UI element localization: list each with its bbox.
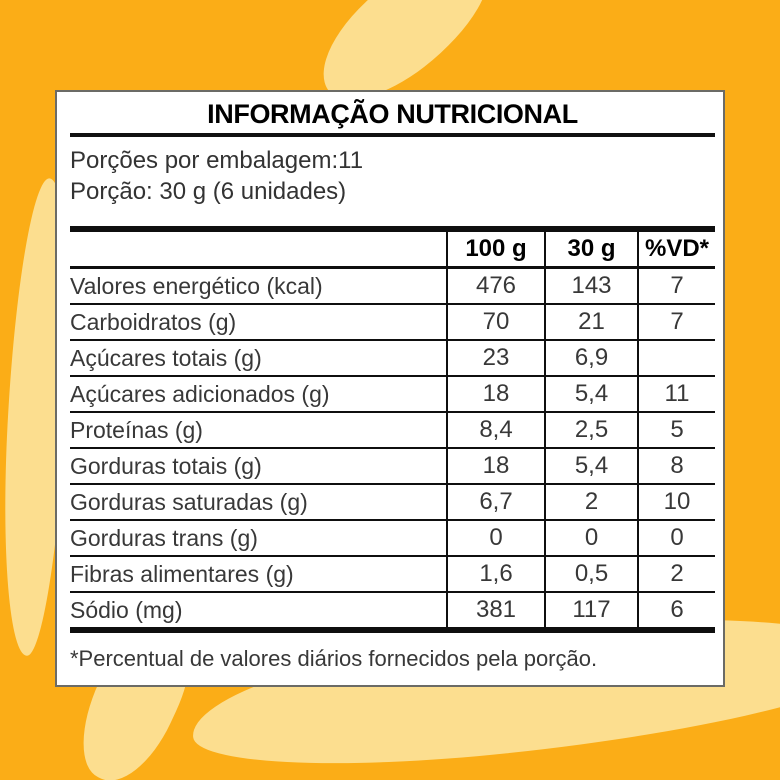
value-30g: 6,9 [544,339,638,376]
col-header-30g: 30 g [544,229,638,269]
table-row: Fibras alimentares (g) 1,6 0,5 2 [70,555,715,592]
nutrient-label: Proteínas (g) [70,411,447,448]
value-30g: 117 [544,591,638,630]
value-30g: 0,5 [544,555,638,592]
value-100g: 6,7 [446,483,545,520]
title-divider [70,133,715,137]
value-vd: 7 [637,266,715,304]
value-100g: 476 [446,266,545,304]
table-row: Açúcares adicionados (g) 18 5,4 11 [70,375,715,412]
table-row: Proteínas (g) 8,4 2,5 5 [70,411,715,448]
value-100g: 70 [446,303,545,340]
value-vd: 8 [637,447,715,484]
nutrient-label: Açúcares adicionados (g) [70,375,447,412]
value-30g: 5,4 [544,375,638,412]
table-row: Sódio (mg) 381 117 6 [70,591,715,630]
nutrition-facts-card: INFORMAÇÃO NUTRICIONAL Porções por embal… [55,90,725,687]
table-row: Valores energético (kcal) 476 143 7 [70,266,715,304]
nutrition-table: 100 g 30 g %VD* Valores energético (kcal… [70,226,715,633]
value-vd: 0 [637,519,715,556]
nutrition-title: INFORMAÇÃO NUTRICIONAL [207,99,578,129]
value-vd: 2 [637,555,715,592]
col-header-nutrient [70,229,447,269]
value-100g: 8,4 [446,411,545,448]
value-vd: 7 [637,303,715,340]
value-100g: 18 [446,447,545,484]
serving-size: Porção: 30 g (6 unidades) [70,178,347,205]
footnote: *Percentual de valores diários fornecido… [70,646,598,671]
col-header-vd: %VD* [637,229,715,269]
value-100g: 18 [446,375,545,412]
nutrient-label: Fibras alimentares (g) [70,555,447,592]
table-row: Gorduras totais (g) 18 5,4 8 [70,447,715,484]
table-row: Gorduras saturadas (g) 6,7 2 10 [70,483,715,520]
value-vd: 11 [637,375,715,412]
table-row: Gorduras trans (g) 0 0 0 [70,519,715,556]
value-100g: 23 [446,339,545,376]
value-30g: 0 [544,519,638,556]
value-30g: 2 [544,483,638,520]
nutrient-label: Gorduras totais (g) [70,447,447,484]
header-row: 100 g 30 g %VD* [70,229,715,269]
col-header-100g: 100 g [446,229,545,269]
nutrient-label: Carboidratos (g) [70,303,447,340]
nutrient-label: Sódio (mg) [70,591,447,630]
value-100g: 381 [446,591,545,630]
servings-per-package: Porções por embalagem:11 [70,147,364,174]
nutrient-label: Gorduras trans (g) [70,519,447,556]
value-vd: 6 [637,591,715,630]
value-vd: 5 [637,411,715,448]
table-row: Açúcares totais (g) 23 6,9 [70,339,715,376]
value-30g: 21 [544,303,638,340]
serving-info: Porções por embalagem:11 Porção: 30 g (6… [70,145,715,207]
value-30g: 5,4 [544,447,638,484]
value-vd: 10 [637,483,715,520]
value-100g: 1,6 [446,555,545,592]
nutrition-table-header: 100 g 30 g %VD* [70,229,715,269]
value-30g: 143 [544,266,638,304]
nutrient-label: Gorduras saturadas (g) [70,483,447,520]
table-row: Carboidratos (g) 70 21 7 [70,303,715,340]
value-vd [637,339,715,376]
value-100g: 0 [446,519,545,556]
nutrient-label: Valores energético (kcal) [70,266,447,304]
nutrient-label: Açúcares totais (g) [70,339,447,376]
value-30g: 2,5 [544,411,638,448]
